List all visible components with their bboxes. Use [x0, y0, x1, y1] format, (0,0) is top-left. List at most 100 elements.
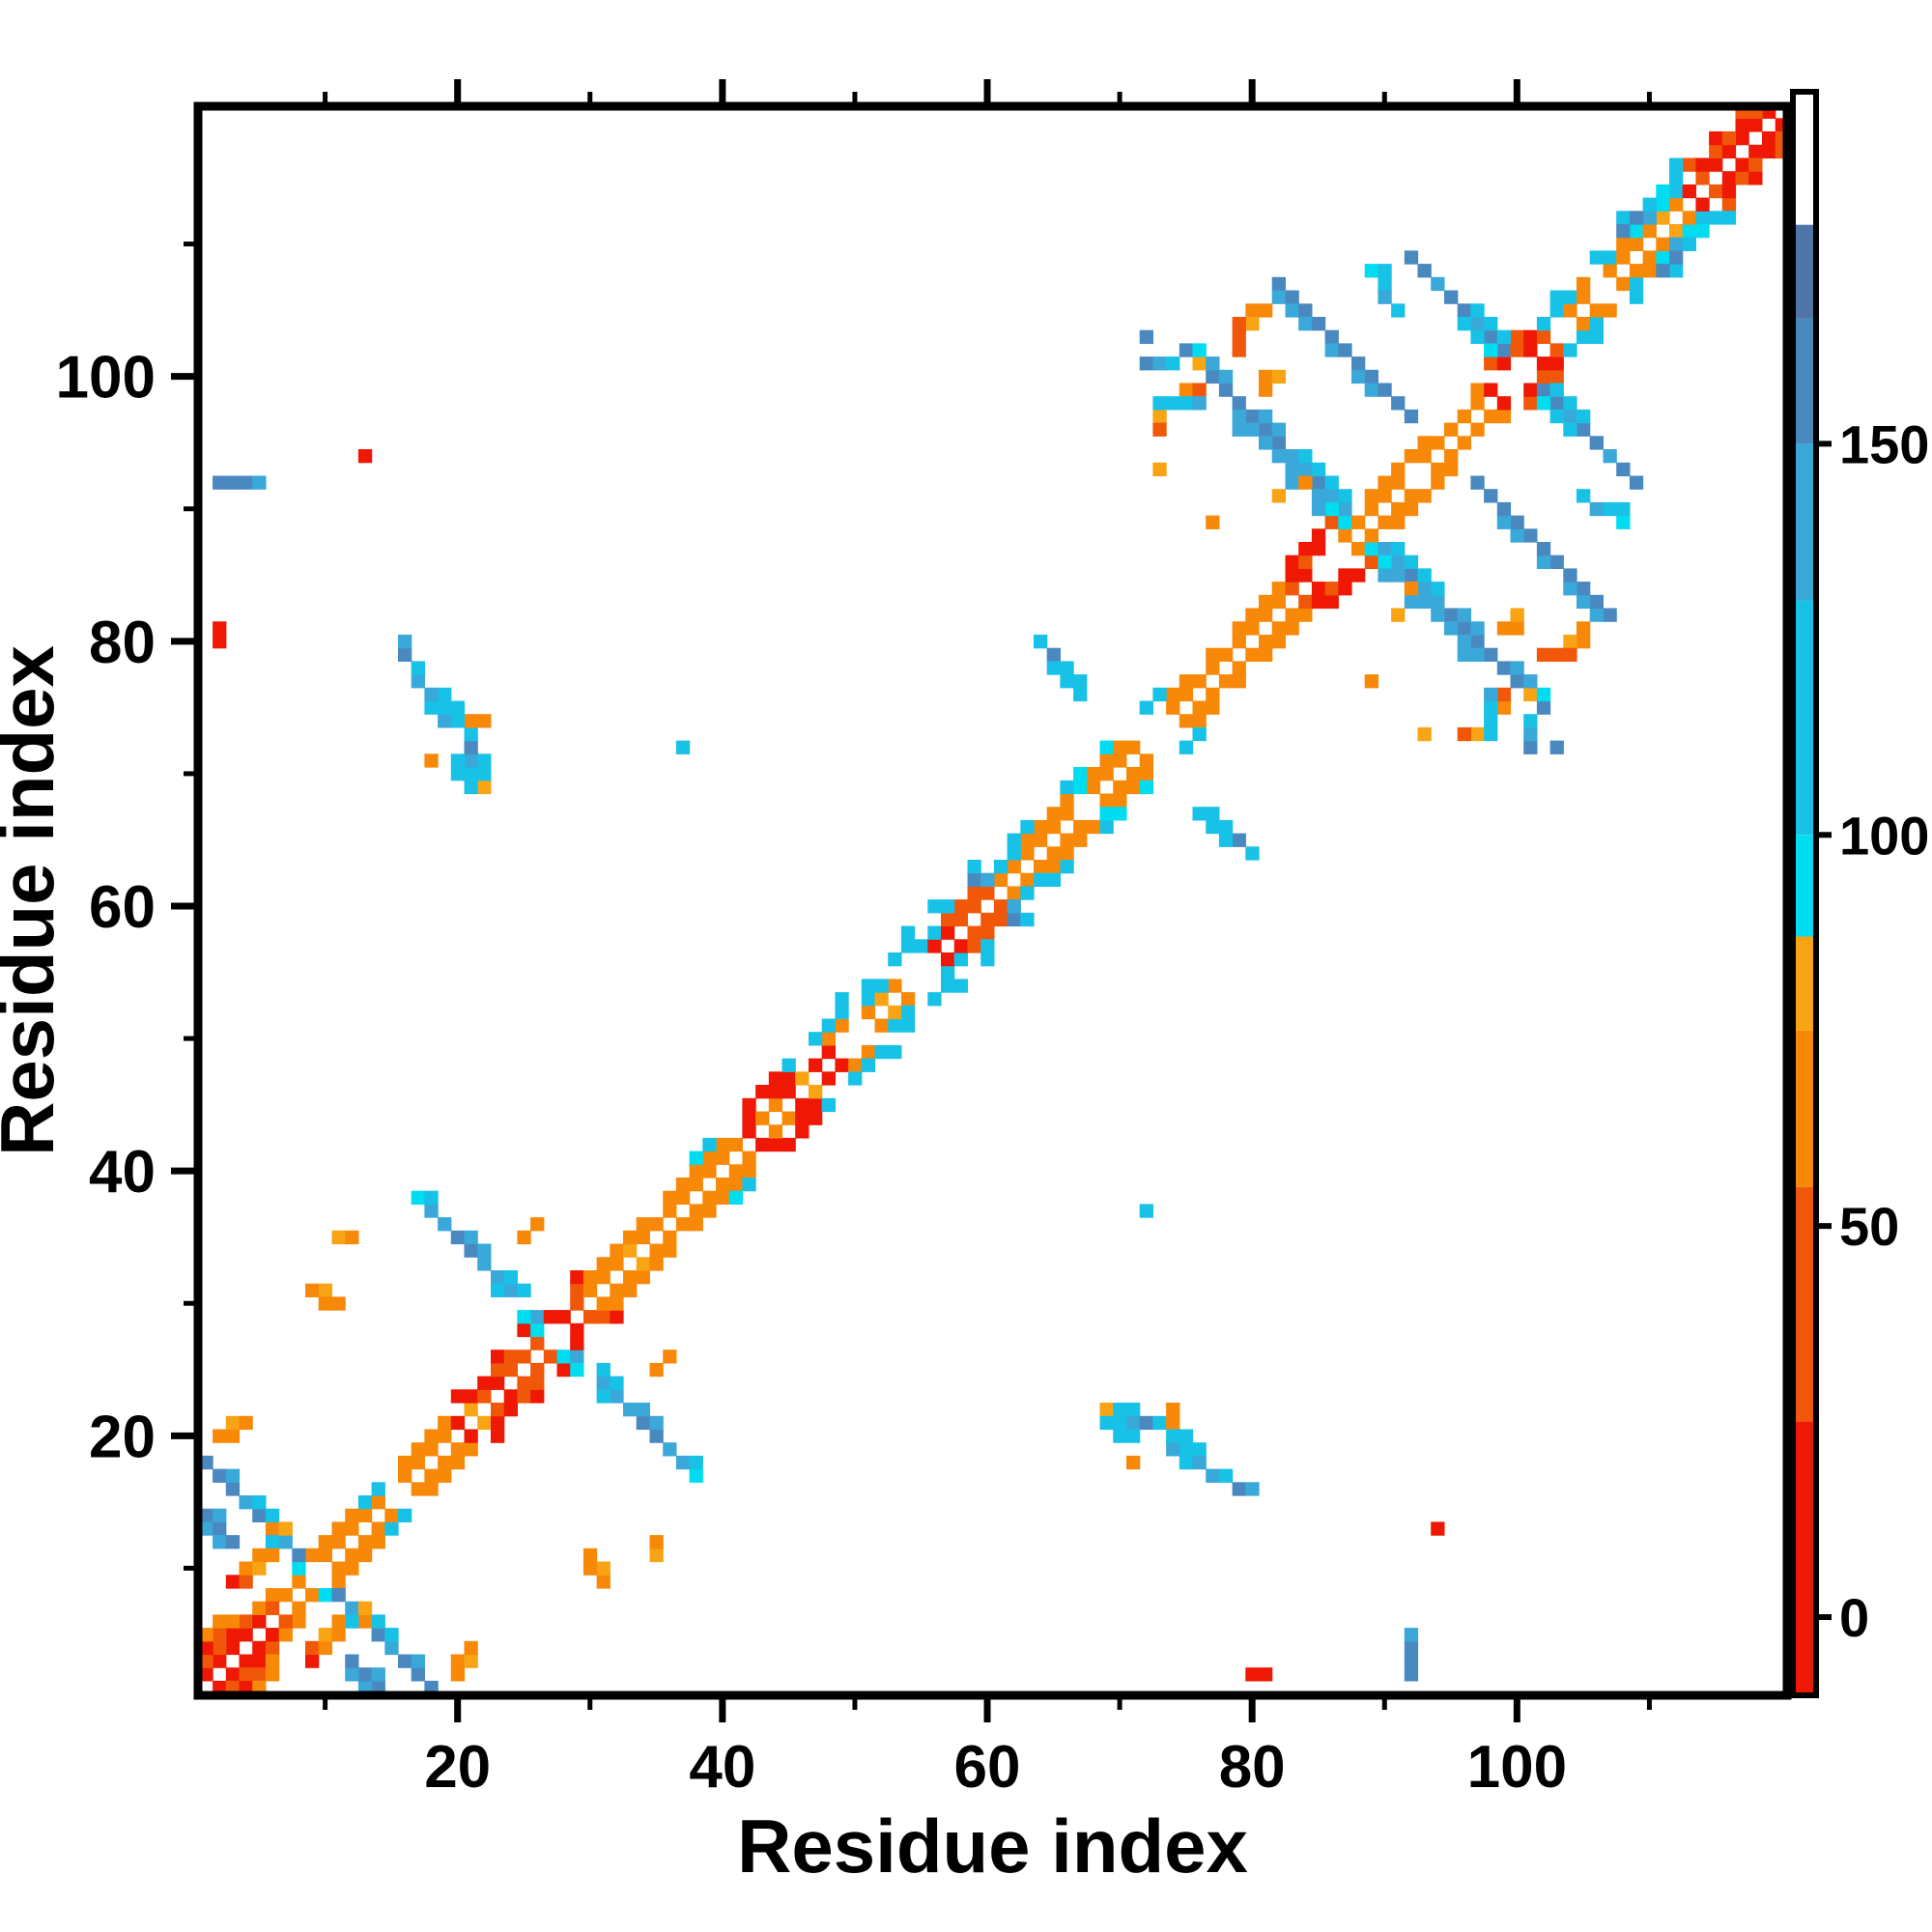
heatmap-cell	[450, 700, 466, 715]
heatmap-cell	[1669, 264, 1684, 278]
heatmap-cell	[199, 1455, 213, 1470]
heatmap-cell	[1179, 383, 1194, 397]
heatmap-cell	[424, 1190, 439, 1205]
heatmap-cell	[1285, 449, 1299, 464]
heatmap-cell	[1285, 621, 1299, 636]
heatmap-cell	[663, 1350, 677, 1364]
heatmap-cell	[1007, 860, 1021, 874]
heatmap-cell	[1748, 171, 1763, 185]
heatmap-cell	[809, 1085, 823, 1099]
heatmap-cell	[305, 1548, 320, 1563]
heatmap-cell	[1218, 383, 1234, 397]
heatmap-cell	[1192, 383, 1207, 397]
heatmap-cell	[1206, 369, 1220, 384]
heatmap-cell	[1536, 700, 1551, 715]
heatmap-cell	[239, 475, 253, 490]
heatmap-cell	[874, 1018, 889, 1033]
heatmap-cell	[1536, 554, 1551, 569]
heatmap-cell	[1470, 621, 1485, 636]
heatmap-cell	[1470, 726, 1485, 742]
heatmap-cell	[213, 635, 227, 649]
heatmap-cell	[464, 726, 478, 742]
heatmap-cell	[1179, 714, 1194, 728]
heatmap-cell	[503, 1283, 518, 1297]
heatmap-cell	[1364, 369, 1378, 384]
heatmap-cell	[1166, 1429, 1180, 1443]
heatmap-cell	[1695, 211, 1710, 225]
heatmap-cell	[450, 1389, 466, 1404]
heatmap-cell	[1232, 329, 1246, 344]
heatmap-cell	[874, 992, 889, 1007]
heatmap-cell	[1007, 833, 1021, 847]
heatmap-cell	[239, 1628, 253, 1642]
heatmap-cell	[503, 1403, 518, 1417]
heatmap-cell	[1245, 303, 1260, 318]
heatmap-cell	[689, 1468, 703, 1483]
heatmap-cell	[424, 687, 439, 702]
heatmap-cell	[967, 899, 981, 914]
heatmap-cell	[941, 965, 955, 980]
heatmap-cell	[1496, 515, 1512, 529]
heatmap-cell	[1311, 542, 1326, 556]
colorbar-band	[1793, 318, 1816, 444]
heatmap-cell	[1298, 594, 1313, 610]
heatmap-cell	[371, 1521, 385, 1536]
heatmap-cell	[252, 475, 267, 490]
heatmap-cell	[1695, 157, 1710, 172]
heatmap-cell	[1271, 422, 1286, 437]
heatmap-cell	[265, 1640, 280, 1656]
heatmap-cell	[530, 1362, 545, 1378]
heatmap-cell	[1232, 422, 1246, 437]
heatmap-cell	[1152, 687, 1167, 702]
heatmap-cell	[1629, 264, 1644, 278]
heatmap-cell	[1285, 554, 1299, 569]
heatmap-cell	[1669, 197, 1684, 212]
heatmap-cell	[1126, 1455, 1141, 1470]
heatmap-cell	[1259, 383, 1273, 397]
heatmap-cell	[213, 621, 227, 636]
heatmap-cell	[1232, 674, 1246, 689]
heatmap-cell	[1166, 1403, 1180, 1417]
heatmap-cell	[1510, 343, 1524, 357]
heatmap-cell	[331, 1588, 346, 1603]
heatmap-cell	[1589, 501, 1604, 517]
heatmap-cell	[252, 1667, 267, 1682]
heatmap-cell	[438, 687, 452, 702]
heatmap-cell	[1669, 224, 1684, 239]
heatmap-cell	[1629, 290, 1644, 304]
heatmap-cell	[1656, 237, 1670, 251]
heatmap-cell	[623, 1403, 638, 1417]
heatmap-cell	[1364, 674, 1378, 689]
heatmap-cell	[1139, 700, 1153, 715]
heatmap-cell	[477, 767, 492, 781]
heatmap-cell	[1034, 819, 1048, 835]
heatmap-cell	[398, 635, 412, 649]
heatmap-cell	[1378, 489, 1392, 503]
heatmap-cell	[1536, 647, 1551, 662]
heatmap-cell	[357, 449, 373, 464]
heatmap-cell	[477, 1257, 492, 1271]
heatmap-cell	[610, 1257, 624, 1271]
heatmap-cell	[596, 1376, 611, 1390]
heatmap-cell	[464, 1403, 478, 1417]
heatmap-cell	[1179, 674, 1194, 689]
heatmap-cell	[1589, 317, 1604, 331]
heatmap-cell	[1616, 501, 1631, 517]
heatmap-cell	[464, 1230, 478, 1245]
heatmap-cell	[1549, 383, 1564, 397]
heatmap-cell	[821, 1071, 836, 1086]
heatmap-cell	[1391, 542, 1406, 556]
heatmap-cell	[398, 1468, 412, 1483]
heatmap-cell	[357, 1535, 373, 1549]
heatmap-cell	[305, 1640, 320, 1656]
heatmap-cell	[1245, 1482, 1260, 1496]
heatmap-cell	[1139, 753, 1153, 768]
heatmap-cell	[517, 1389, 531, 1404]
colorbar-band	[1793, 1030, 1816, 1187]
heatmap-cell	[265, 1535, 280, 1549]
heatmap-cell	[1166, 1442, 1180, 1457]
heatmap-cell	[689, 1204, 703, 1218]
heatmap-cell	[610, 1243, 624, 1258]
heatmap-cell	[967, 872, 981, 887]
heatmap-cell	[517, 1230, 531, 1245]
